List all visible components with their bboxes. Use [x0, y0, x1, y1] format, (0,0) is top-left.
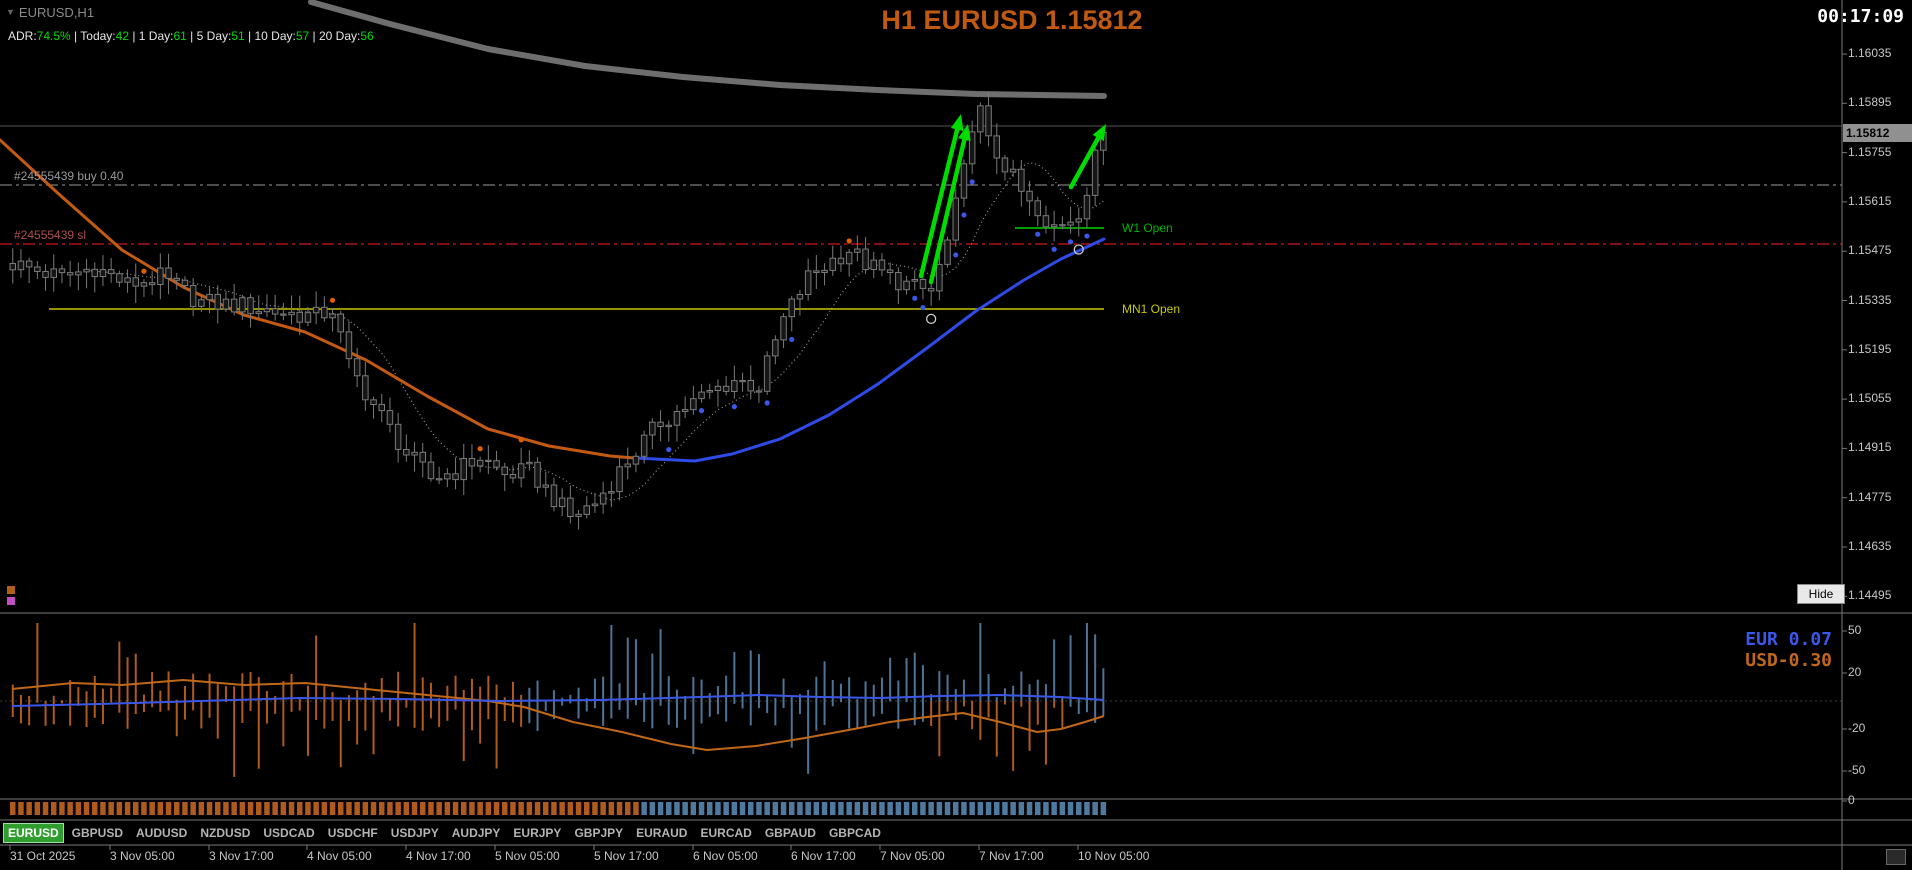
indicator-axis-label: 0	[1848, 793, 1855, 807]
usd-strength-label: USD-0.30	[1745, 650, 1832, 671]
order-stoploss-line-label: #24555439 sl	[14, 228, 87, 242]
adr-label: 1 Day:	[138, 29, 174, 43]
adr-label: 5 Day:	[196, 29, 232, 43]
order-buy-line-label: #24555439 buy 0.40	[14, 169, 124, 183]
symbol-selector[interactable]: ▼ EURUSD,H1	[6, 5, 94, 20]
symbol-tab-gbpaud[interactable]: GBPAUD	[764, 826, 816, 840]
symbol-tab-usdcad[interactable]: USDCAD	[263, 826, 315, 840]
adr-value: 57	[295, 29, 310, 43]
adr-label: 20 Day:	[319, 29, 361, 43]
time-axis-label: 6 Nov 05:00	[693, 849, 758, 863]
indicator-axis-label: -20	[1848, 721, 1866, 735]
symbol-tab-nzdusd[interactable]: NZDUSD	[200, 826, 251, 840]
chevron-down-icon[interactable]: ▼	[6, 7, 15, 17]
price-axis-label: 1.16035	[1848, 46, 1892, 60]
time-axis-label: 31 Oct 2025	[10, 849, 76, 863]
symbol-timeframe-label: EURUSD,H1	[18, 5, 95, 20]
price-axis-label: 1.15755	[1848, 144, 1892, 159]
price-axis-label: 1.15335	[1848, 292, 1892, 307]
adr-separator: |	[244, 29, 255, 43]
time-axis-label: 7 Nov 05:00	[880, 849, 945, 863]
indicator-axis-label: 20	[1848, 665, 1862, 679]
hide-button[interactable]: Hide	[1797, 584, 1845, 604]
symbol-tab-usdchf[interactable]: USDCHF	[327, 826, 378, 840]
w1-open-label: W1 Open	[1122, 221, 1173, 235]
price-axis-label: 1.14775	[1848, 489, 1892, 504]
symbol-tab-audusd[interactable]: AUDUSD	[136, 826, 188, 840]
time-axis-label: 3 Nov 17:00	[209, 849, 274, 863]
chart-object-marker-magenta[interactable]	[7, 597, 15, 605]
price-axis-label: 1.14495	[1848, 588, 1892, 603]
chart-object-marker-orange[interactable]	[7, 586, 15, 594]
symbol-tab-euraud[interactable]: EURAUD	[636, 826, 688, 840]
clock: 00:17:09	[1817, 6, 1904, 27]
adr-value: 61	[173, 29, 187, 43]
time-axis-label: 5 Nov 17:00	[594, 849, 659, 863]
time-axis-label: 6 Nov 17:00	[791, 849, 856, 863]
adr-separator: |	[70, 29, 81, 43]
adr-value: 74.5%	[36, 29, 71, 43]
symbol-tab-usdjpy[interactable]: USDJPY	[390, 826, 439, 840]
chart-watermark-title: H1 EURUSD 1.15812	[881, 5, 1143, 35]
adr-label: Today:	[80, 29, 116, 43]
time-axis-label: 7 Nov 17:00	[979, 849, 1044, 863]
price-axis-label: 1.15615	[1848, 193, 1892, 208]
adr-separator: |	[129, 29, 139, 43]
mn1-open-label: MN1 Open	[1122, 302, 1181, 316]
time-axis-label: 4 Nov 05:00	[307, 849, 372, 863]
price-axis-label: 1.14915	[1848, 440, 1892, 455]
adr-indicator-row: ADR:74.5% | Today:42 | 1 Day:61 | 5 Day:…	[8, 29, 374, 43]
adr-label: ADR:	[8, 29, 37, 43]
price-axis-label: 1.15055	[1848, 391, 1892, 406]
time-axis-label: 4 Nov 17:00	[406, 849, 471, 863]
symbol-tab-gbpcad[interactable]: GBPCAD	[828, 826, 881, 840]
symbol-tab-eurusd[interactable]: EURUSD	[3, 823, 64, 843]
time-axis-label: 5 Nov 05:00	[495, 849, 560, 863]
symbol-tab-gbpjpy[interactable]: GBPJPY	[574, 826, 624, 840]
time-axis-label: 3 Nov 05:00	[110, 849, 175, 863]
adr-value: 42	[115, 29, 129, 43]
adr-label: 10 Day:	[254, 29, 296, 43]
adr-value: 56	[360, 29, 374, 43]
price-axis-label: 1.14635	[1848, 539, 1892, 553]
time-axis-label: 10 Nov 05:00	[1078, 849, 1150, 863]
eur-strength-label: EUR 0.07	[1745, 629, 1832, 650]
symbol-tab-audjpy[interactable]: AUDJPY	[451, 826, 501, 840]
adr-value: 51	[231, 29, 245, 43]
indicator-axis-label: 50	[1848, 623, 1862, 637]
price-axis-label: 1.15895	[1848, 95, 1892, 110]
indicator-axis-label: -50	[1848, 763, 1866, 777]
symbol-tab-eurjpy[interactable]: EURJPY	[513, 826, 562, 840]
scroll-grip[interactable]	[1886, 849, 1906, 865]
adr-separator: |	[309, 29, 319, 43]
symbol-tab-bar: EURUSD GBPUSD AUDUSD NZDUSD USDCAD USDCHF USDJ…	[3, 822, 886, 844]
adr-separator: |	[186, 29, 197, 43]
price-axis-label: 1.15475	[1848, 243, 1892, 258]
symbol-tab-gbpusd[interactable]: GBPUSD	[71, 826, 124, 840]
symbol-tab-eurcad[interactable]: EURCAD	[700, 826, 752, 840]
current-price-box: 1.15812	[1843, 123, 1912, 142]
price-axis-label: 1.15195	[1848, 341, 1892, 356]
